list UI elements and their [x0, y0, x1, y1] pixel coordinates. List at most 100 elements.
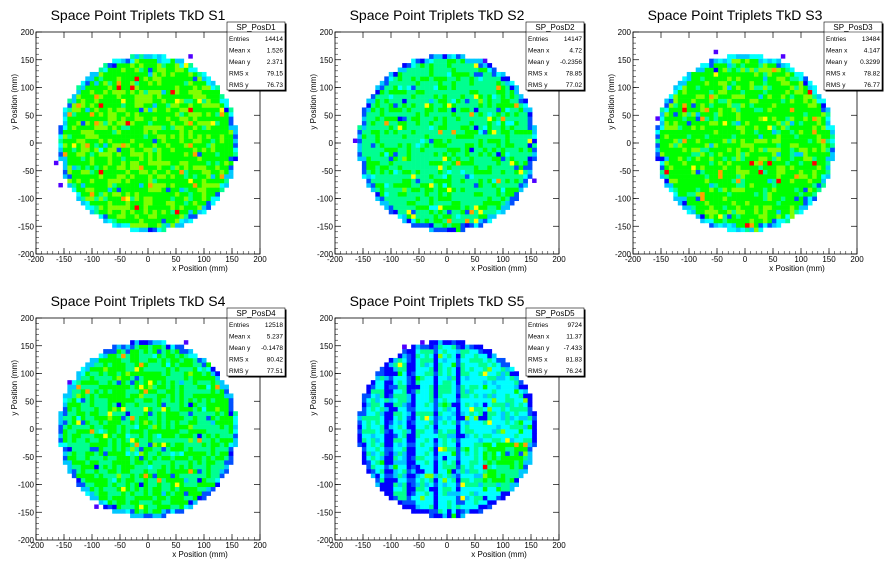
heatmap-bin: [393, 98, 399, 104]
heatmap-bin: [789, 80, 795, 86]
heatmap-bin: [388, 71, 394, 77]
heatmap-bin: [130, 349, 135, 354]
heatmap-bin: [527, 160, 533, 166]
heatmap-bin: [103, 451, 108, 456]
heatmap-bin: [771, 111, 777, 117]
heatmap-bin: [165, 182, 171, 188]
heatmap-bin: [156, 477, 162, 483]
heatmap-bin: [695, 89, 701, 95]
heatmap-bin: [143, 63, 149, 68]
heatmap-bin: [201, 169, 207, 175]
heatmap-bin: [206, 169, 212, 175]
heatmap-bin: [745, 125, 750, 130]
heatmap-bin: [174, 200, 180, 206]
heatmap-bin: [94, 182, 100, 188]
heatmap-bin: [183, 116, 189, 122]
heatmap-bin: [438, 169, 443, 175]
heatmap-bin: [455, 111, 461, 117]
heatmap-bin: [201, 98, 207, 104]
heatmap-bin: [201, 89, 207, 95]
heatmap-bin: [210, 111, 216, 117]
heatmap-bin: [130, 455, 135, 461]
heatmap-bin: [112, 200, 117, 206]
heatmap-bin: [143, 80, 149, 86]
heatmap-bin: [107, 94, 113, 99]
heatmap-bin: [107, 103, 113, 108]
heatmap-bin: [116, 357, 122, 363]
heatmap-bin: [727, 120, 732, 126]
heatmap-bin: [152, 169, 158, 175]
heatmap-bin: [487, 156, 493, 162]
heatmap-bin: [179, 89, 185, 95]
heatmap-bin: [718, 116, 723, 122]
heatmap-bin: [753, 94, 759, 99]
heatmap-bin: [139, 411, 144, 416]
heatmap-bin: [686, 125, 692, 130]
heatmap-bin: [433, 156, 439, 162]
heatmap-bin: [821, 138, 826, 144]
heatmap-bin: [406, 143, 412, 148]
heatmap-bin: [673, 125, 679, 130]
heatmap-bin: [206, 165, 212, 170]
heatmap-bin: [438, 54, 443, 59]
heatmap-bin: [668, 116, 674, 122]
heatmap-bin: [165, 178, 171, 184]
heatmap-bin: [121, 464, 126, 470]
heatmap-bin: [807, 120, 813, 126]
heatmap-bin: [393, 129, 399, 135]
heatmap-bin: [206, 191, 212, 197]
heatmap-bin: [677, 143, 683, 148]
heatmap-bin: [148, 353, 153, 359]
heatmap-bin: [816, 182, 822, 188]
heatmap-bin: [496, 178, 502, 184]
heatmap-bin: [749, 67, 755, 73]
heatmap-bin: [143, 504, 149, 510]
heatmap-bin: [420, 58, 425, 64]
heatmap-bin: [455, 67, 461, 73]
heatmap-bin: [695, 129, 701, 135]
heatmap-bin: [71, 429, 77, 434]
heatmap-bin: [736, 129, 741, 135]
heatmap-bin: [776, 205, 782, 210]
heatmap-bin: [429, 67, 434, 73]
heatmap-bin: [170, 138, 176, 144]
heatmap-bin: [402, 107, 407, 113]
heatmap-bin: [740, 187, 746, 193]
heatmap-bin: [143, 442, 149, 448]
heatmap-bin: [429, 63, 434, 68]
heatmap-bin: [686, 187, 692, 193]
heatmap-bin: [219, 165, 225, 170]
heatmap-bin: [451, 143, 457, 148]
heatmap-bin: [125, 468, 131, 474]
heatmap-bin: [76, 406, 82, 412]
heatmap-bin: [460, 107, 466, 113]
heatmap-bin: [94, 138, 100, 144]
y-tick-label: -50: [321, 167, 333, 176]
heatmap-bin: [451, 54, 457, 59]
heatmap-bin: [758, 191, 764, 197]
heatmap-bin: [704, 200, 710, 206]
heatmap-bin: [125, 353, 131, 359]
heatmap-bin: [464, 107, 470, 113]
heatmap-bin: [219, 151, 225, 157]
heatmap-bin: [139, 380, 144, 385]
heatmap-bin: [487, 187, 493, 193]
heatmap-bin: [736, 196, 741, 202]
heatmap-bin: [188, 54, 193, 59]
heatmap-bin: [58, 125, 64, 130]
heatmap-bin: [71, 389, 77, 394]
heatmap-bin: [215, 120, 220, 126]
heatmap-bin: [709, 129, 714, 135]
heatmap-bin: [438, 125, 443, 130]
heatmap-bin: [130, 129, 135, 135]
heatmap-bin: [713, 218, 719, 224]
heatmap-bin: [740, 54, 746, 59]
heatmap-bin: [85, 491, 91, 496]
heatmap-bin: [366, 111, 372, 117]
heatmap-bin: [727, 67, 732, 73]
heatmap-bin: [798, 178, 804, 184]
heatmap-bin: [745, 129, 750, 135]
heatmap-bin: [825, 116, 831, 122]
heatmap-bin: [673, 191, 679, 197]
heatmap-bin: [532, 156, 537, 162]
